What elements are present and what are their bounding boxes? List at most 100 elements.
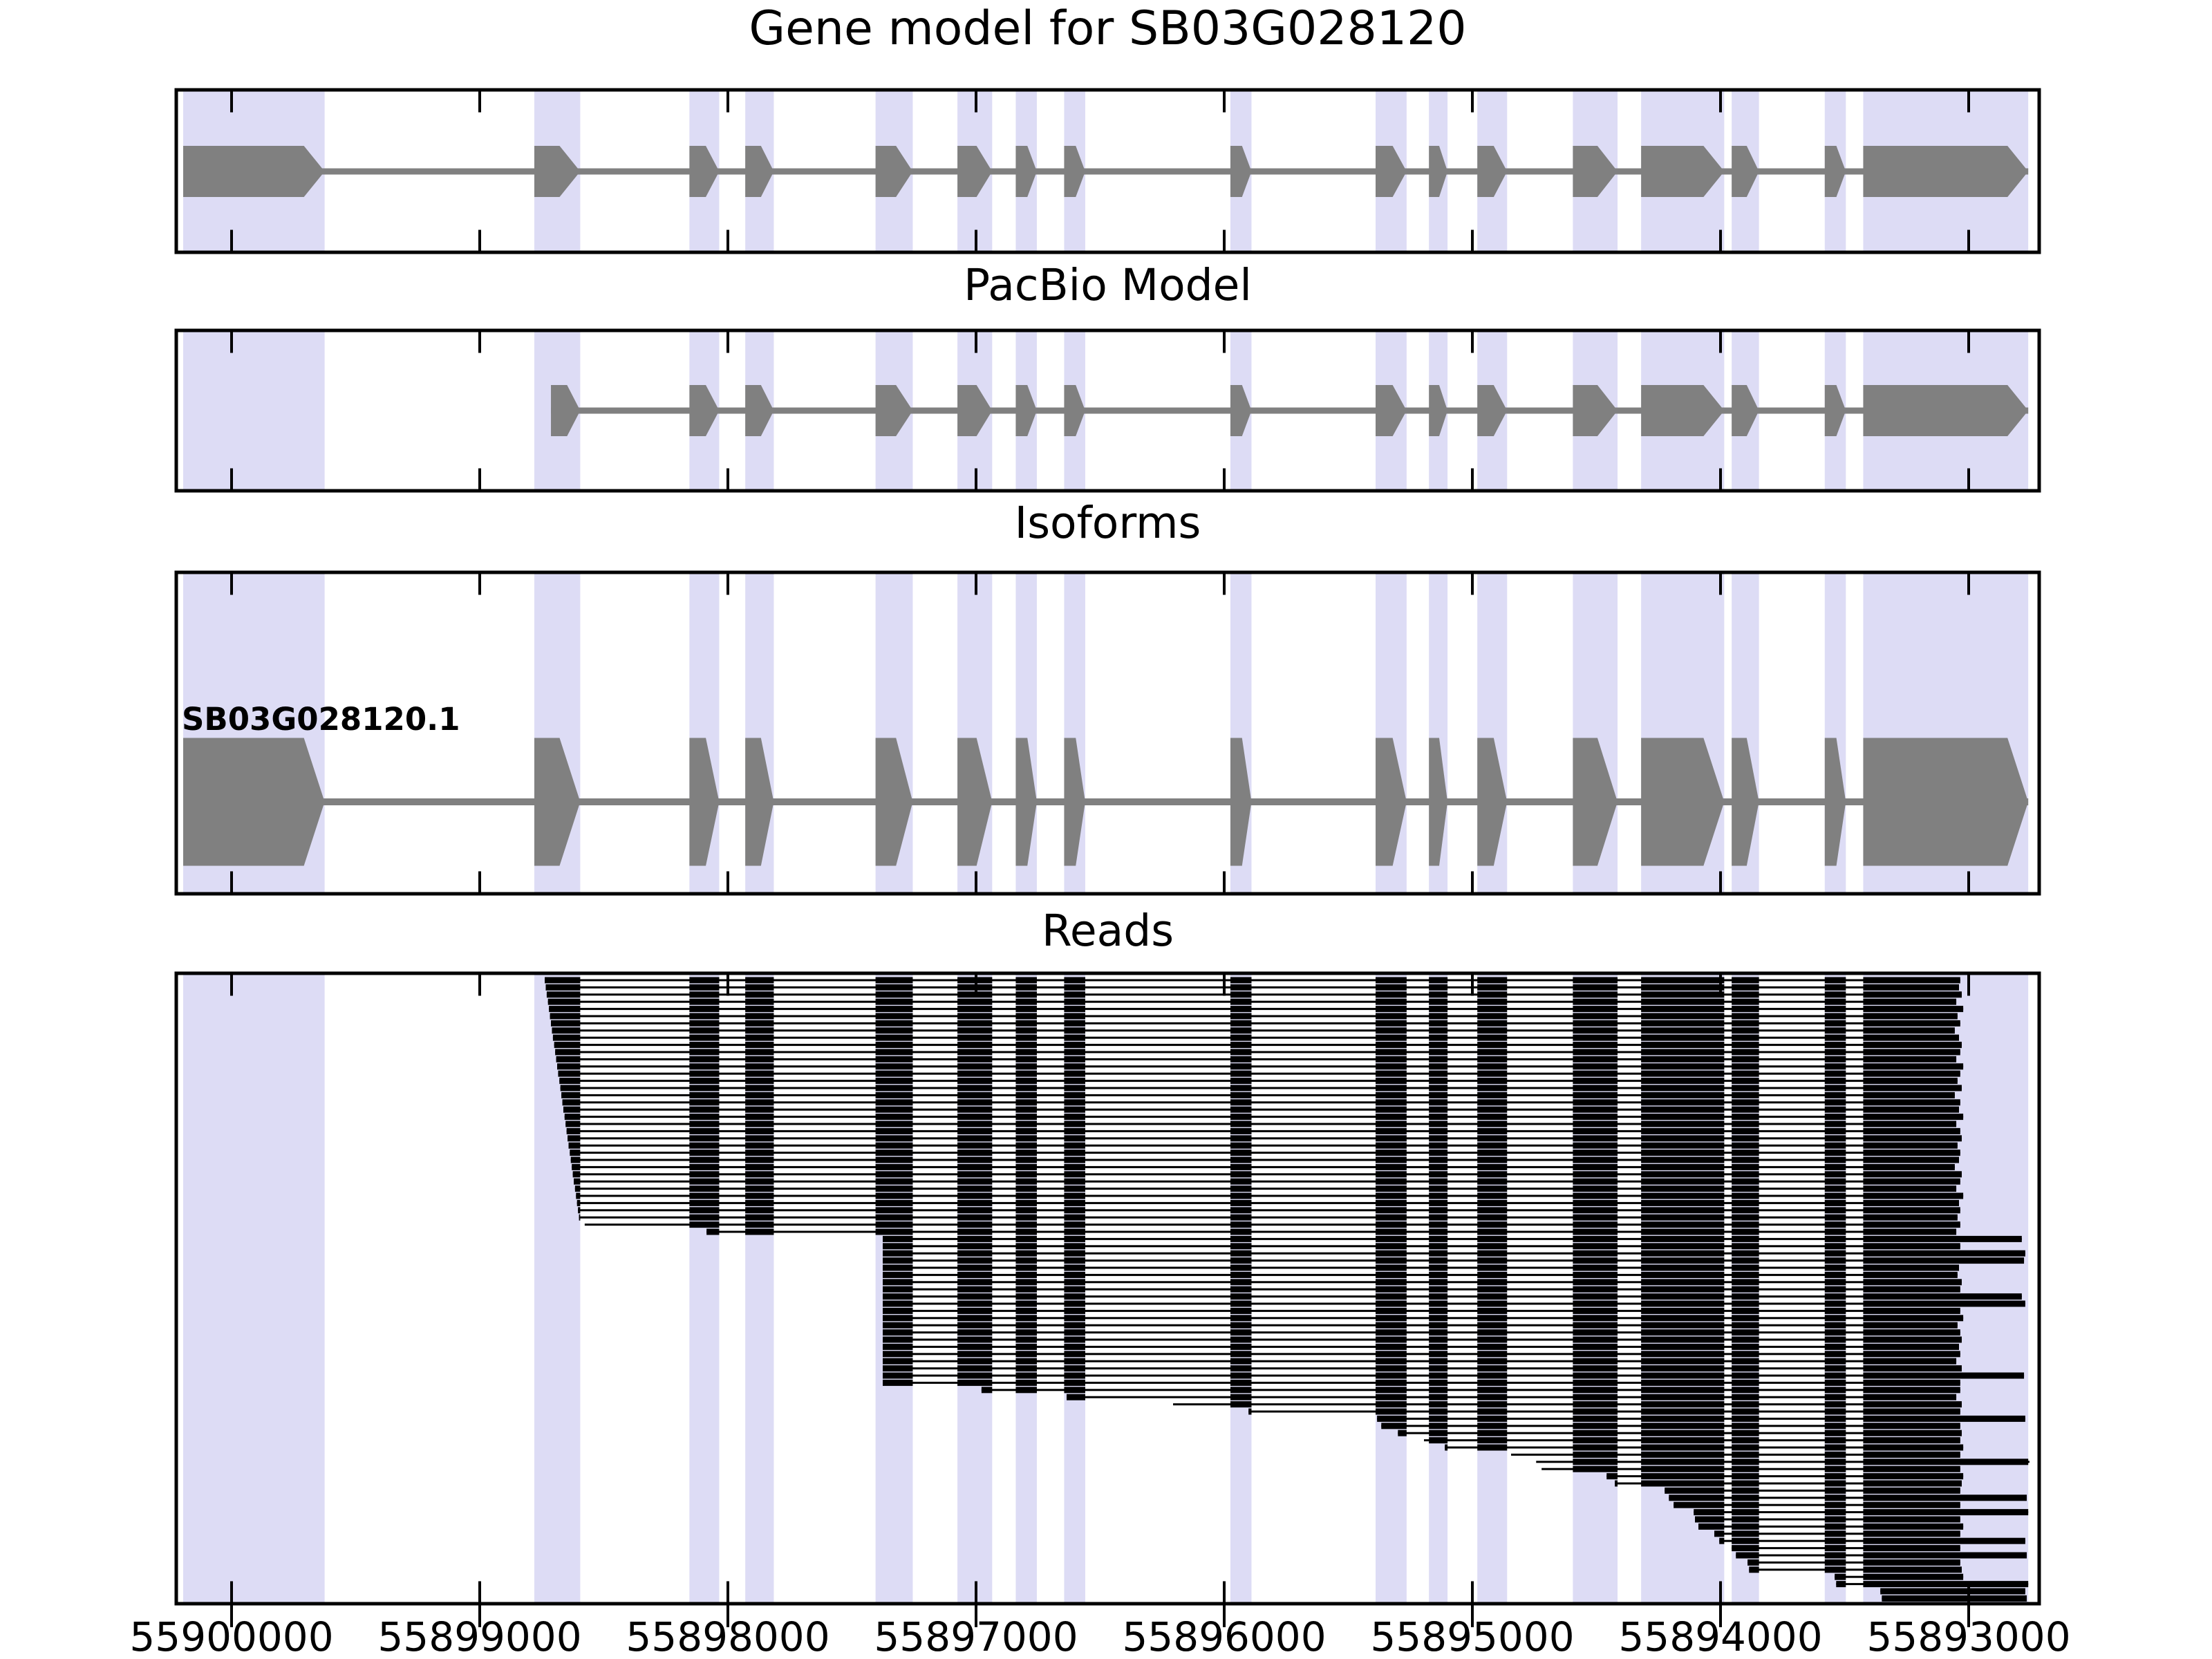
read-exon-block: [1641, 1078, 1725, 1085]
read: [883, 1351, 1960, 1358]
read-exon-block: [1429, 1279, 1448, 1286]
exon: [1064, 385, 1085, 436]
read-exon-block: [689, 984, 720, 991]
read-exon-block: [1375, 1372, 1407, 1379]
read-exon-block: [1230, 1135, 1252, 1142]
read-exon-block: [1477, 1401, 1508, 1408]
read-exon-block: [1015, 1099, 1037, 1106]
read-exon-block: [1015, 1063, 1037, 1070]
read-exon-block: [1015, 1214, 1037, 1221]
read-exon-block: [1824, 1480, 1846, 1487]
read-exon-block: [875, 977, 913, 984]
read-exon-block: [1015, 1135, 1037, 1142]
read-exon-block: [1429, 1336, 1448, 1343]
read-exon-block: [1824, 1135, 1846, 1142]
read-exon-block: [957, 1315, 993, 1322]
read-exon-block: [957, 1279, 993, 1286]
read-exon-block: [1477, 1056, 1508, 1062]
read-exon-block: [883, 1264, 913, 1271]
read-exon-block: [689, 977, 720, 984]
read: [545, 984, 1959, 991]
read-exon-block: [1573, 1228, 1618, 1235]
read-exon-block: [1429, 1020, 1448, 1027]
read-exon-block: [1641, 1430, 1725, 1436]
read-exon-block: [957, 1156, 993, 1163]
read-exon-block: [1477, 1171, 1508, 1178]
read-exon-block: [1863, 1070, 1960, 1077]
read-exon-block: [1669, 1494, 1725, 1501]
read-exon-block: [1573, 1300, 1618, 1307]
exon: [745, 146, 774, 197]
read-exon-block: [1732, 1365, 1759, 1372]
read: [570, 1150, 1960, 1156]
read-exon-block: [1863, 1228, 1957, 1235]
read-exon-block: [1863, 1150, 1960, 1156]
read-exon-block: [1732, 991, 1759, 998]
read-exon-block: [547, 998, 581, 1005]
read-exon-block: [1732, 1437, 1759, 1444]
exon: [957, 146, 993, 197]
read-exon-block: [1732, 977, 1759, 984]
read-exon-block: [1824, 1199, 1846, 1206]
read-exon-block: [1230, 1121, 1252, 1127]
read-exon-block: [875, 1228, 913, 1235]
read-exon-block: [1863, 1545, 1960, 1552]
read-exon-block: [1824, 1264, 1846, 1271]
read-exon-block: [1064, 1034, 1085, 1041]
read-exon-block: [1573, 1085, 1618, 1091]
read-exon-block: [1064, 1199, 1085, 1206]
axis-tick: [1719, 91, 1722, 113]
read-exon-block: [1477, 998, 1508, 1005]
read-exon-block: [1375, 1351, 1407, 1358]
read-exon-block: [1641, 1387, 1725, 1394]
read-exon-block: [1824, 1415, 1846, 1422]
read-exon-block: [1015, 1235, 1037, 1242]
read: [1880, 1588, 2025, 1595]
read-exon-block: [1375, 1150, 1407, 1156]
read-exon-block: [1863, 1114, 1964, 1121]
read-exon-block: [1477, 1085, 1508, 1091]
read-exon-block: [1064, 1106, 1085, 1113]
read-exon-block: [1230, 1293, 1252, 1300]
read-intron-line: [550, 1015, 1958, 1018]
read-exon-block: [957, 1163, 993, 1170]
read: [1836, 1581, 2029, 1588]
read-exon-block: [1064, 1207, 1085, 1214]
read: [579, 1214, 1958, 1221]
read-exon-block: [1429, 1408, 1448, 1415]
read-exon-block: [1824, 998, 1846, 1005]
read-exon-block: [1375, 984, 1407, 991]
read-exon-block: [1641, 1465, 1725, 1472]
read-exon-block: [957, 1235, 993, 1242]
read-exon-block: [1573, 1006, 1618, 1013]
read-exon-block: [1230, 1063, 1252, 1070]
read-exon-block: [1429, 998, 1448, 1005]
read-intron-line: [545, 979, 1960, 982]
read-exon-block: [1445, 1444, 1448, 1451]
read-exon-block: [1064, 1343, 1085, 1350]
read-exon-block: [689, 1006, 720, 1013]
read-exon-block: [1824, 1365, 1846, 1372]
axis-tick: [975, 229, 977, 251]
read-exon-block: [1824, 1307, 1846, 1314]
read-exon-block: [555, 1049, 581, 1056]
read-intron-line: [560, 1087, 1962, 1089]
read-exon-block: [1573, 1171, 1618, 1178]
read-exon-block: [957, 1322, 993, 1329]
axis-tick: [975, 574, 977, 595]
read-intron-line: [578, 1209, 1960, 1212]
read-exon-block: [1863, 1437, 1960, 1444]
read-exon-block: [1015, 1329, 1037, 1336]
read-exon-block: [1824, 1085, 1846, 1091]
read-exon-block: [1824, 1156, 1846, 1163]
read-exon-block: [1375, 1343, 1407, 1350]
read-intron-line: [555, 1051, 1960, 1053]
read-exon-block: [1732, 984, 1759, 991]
read-exon-block: [1714, 1530, 1725, 1537]
read-exon-block: [1863, 1006, 1964, 1013]
read-exon-block: [1064, 1300, 1085, 1307]
read-exon-block: [1429, 1163, 1448, 1170]
read-exon-block: [1230, 1042, 1252, 1049]
read-exon-block: [1429, 1013, 1448, 1020]
axis-tick: [1967, 229, 1970, 251]
